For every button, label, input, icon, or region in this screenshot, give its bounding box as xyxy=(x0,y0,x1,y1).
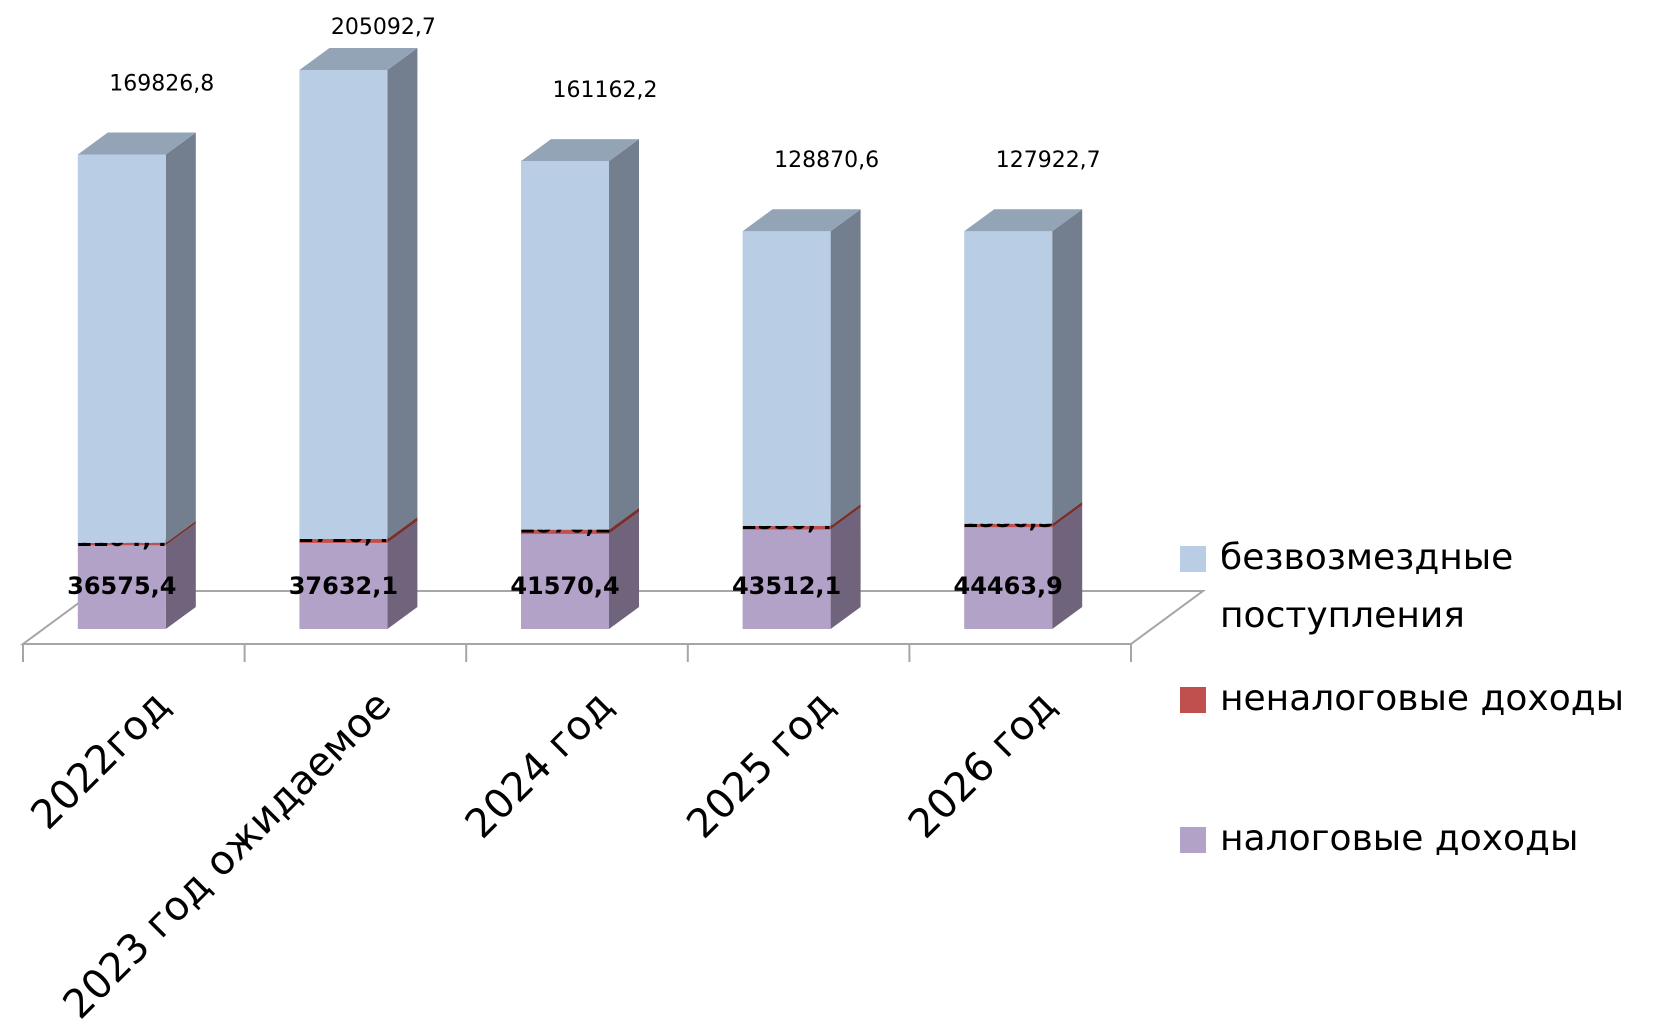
bar-segment xyxy=(964,231,1053,524)
legend-label: безвозмездные поступления xyxy=(1220,537,1513,636)
bar-side xyxy=(387,520,418,629)
bar-side xyxy=(165,523,196,629)
bar-side xyxy=(609,511,639,629)
bar-side xyxy=(1052,505,1083,629)
legend-label: налоговые доходы xyxy=(1220,818,1578,859)
bar-side xyxy=(387,517,418,543)
bar-segment xyxy=(77,154,166,543)
legend-swatch xyxy=(1180,546,1206,572)
value-label: 169826,8 xyxy=(109,71,214,96)
bar-side xyxy=(830,507,861,629)
bar-top xyxy=(742,209,861,232)
bar-segment xyxy=(77,542,166,546)
bar-side xyxy=(830,503,861,530)
bar-side xyxy=(609,507,639,534)
value-label: 161162,2 xyxy=(553,78,658,103)
bar-segment xyxy=(964,523,1053,528)
bar-segment xyxy=(964,527,1053,629)
bar-segment xyxy=(742,525,831,530)
bar-segment xyxy=(299,70,388,540)
bar-side xyxy=(1052,501,1083,528)
bar-segment xyxy=(299,539,388,543)
bar-segment xyxy=(299,542,388,629)
legend-swatch xyxy=(1180,827,1206,853)
legend-swatch xyxy=(1180,687,1206,713)
bar-segment xyxy=(521,533,609,629)
x-tick-label: 2025 год xyxy=(678,682,843,847)
bar-segment xyxy=(742,529,831,629)
bar-side xyxy=(387,48,418,540)
bar-top xyxy=(299,48,418,70)
value-label: 44463,9 xyxy=(954,572,1063,600)
bar-segment xyxy=(521,529,609,534)
x-tick-label: 2022год xyxy=(22,682,178,838)
bar-side xyxy=(830,209,861,526)
bar-side xyxy=(165,520,196,546)
bar-segment xyxy=(77,545,166,629)
bar-segment xyxy=(742,231,831,526)
value-label: 41570,4 xyxy=(510,572,619,600)
bar-side xyxy=(609,139,639,530)
bar-side xyxy=(1052,209,1083,524)
value-label: 43512,1 xyxy=(732,572,841,600)
legend-line: безвозмездные xyxy=(1220,537,1513,578)
value-label: 36575,4 xyxy=(67,572,176,600)
bar-top xyxy=(77,132,196,155)
x-tick-label: 2026 год xyxy=(900,682,1065,847)
bar-top xyxy=(964,209,1083,232)
legend-item: безвозмездные поступления xyxy=(1180,537,1513,636)
bar-side xyxy=(165,132,196,543)
bar-top xyxy=(521,139,639,162)
legend-item: неналоговые доходы xyxy=(1180,678,1624,719)
value-label: 205092,7 xyxy=(331,15,436,40)
value-label: 127922,7 xyxy=(996,148,1101,173)
legend-label: неналоговые доходы xyxy=(1220,678,1624,719)
value-label: 37632,1 xyxy=(289,572,398,600)
legend-line: поступления xyxy=(1220,595,1465,636)
value-label: 128870,6 xyxy=(774,148,879,173)
x-tick-label: 2024 год xyxy=(457,682,622,847)
legend-item: налоговые доходы xyxy=(1180,818,1578,859)
bar-segment xyxy=(521,161,609,530)
